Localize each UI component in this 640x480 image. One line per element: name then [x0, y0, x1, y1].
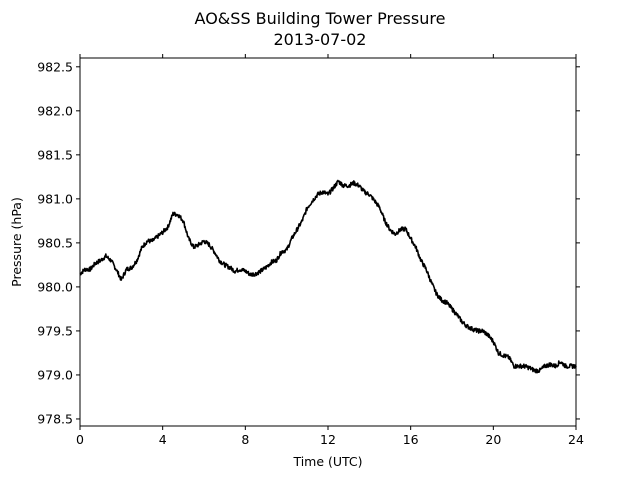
y-tick-label: 982.5	[37, 59, 73, 74]
y-tick-label: 979.0	[37, 367, 73, 382]
axis-ticks: 0 4 8 12 16 20 24 978.5 979.0 979.5 980.0 980.5 981.…	[37, 54, 584, 447]
y-tick-label: 980.0	[37, 279, 73, 294]
plot-area	[79, 179, 577, 374]
plot-frame	[79, 57, 577, 427]
x-tick-label: 24	[568, 432, 584, 447]
y-tick-label: 980.5	[37, 235, 73, 250]
x-tick-label: 0	[76, 432, 84, 447]
y-tick-label: 981.5	[37, 147, 73, 162]
y-axis-label: Pressure (hPa)	[9, 197, 24, 287]
y-tick-label: 981.0	[37, 191, 73, 206]
x-tick-label: 16	[403, 432, 419, 447]
y-tick-label: 982.0	[37, 103, 73, 118]
pressure-series-line	[79, 179, 577, 374]
x-tick-label: 8	[241, 432, 249, 447]
y-tick-label: 978.5	[37, 411, 73, 426]
x-axis-label: Time (UTC)	[292, 454, 362, 469]
chart-subtitle: 2013-07-02	[274, 30, 367, 49]
chart-title: AO&SS Building Tower Pressure	[195, 9, 446, 28]
x-tick-label: 12	[320, 432, 336, 447]
y-tick-label: 979.5	[37, 323, 73, 338]
x-tick-label: 4	[159, 432, 167, 447]
x-tick-label: 20	[485, 432, 501, 447]
